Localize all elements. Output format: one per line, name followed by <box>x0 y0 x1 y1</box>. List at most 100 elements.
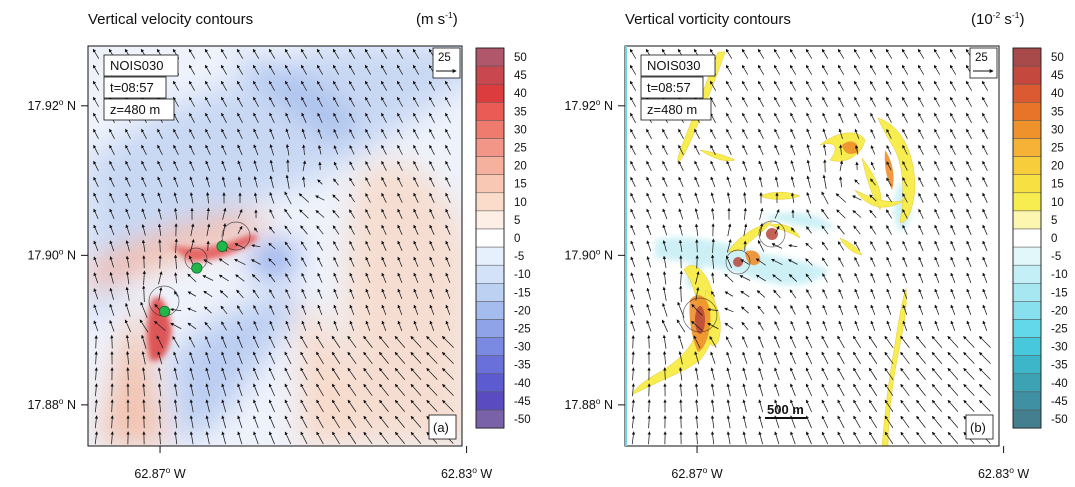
wind-vector <box>253 415 259 429</box>
wind-vector <box>332 415 340 429</box>
wind-vector <box>381 96 387 107</box>
wind-vector <box>790 399 796 413</box>
wind-vector <box>740 259 750 265</box>
wind-vector <box>253 160 259 172</box>
wind-vector <box>285 304 291 315</box>
wind-vector <box>189 96 195 107</box>
wind-vector <box>188 64 196 75</box>
wind-vector <box>397 224 403 235</box>
wind-vector <box>710 431 715 445</box>
wind-vector <box>885 48 893 59</box>
wind-vector <box>315 195 325 201</box>
wind-vector <box>268 242 276 250</box>
panel-b-colorbar-label-18: -40 <box>1051 378 1068 390</box>
panel-a-ytick-label-0: 17.92o N <box>27 97 76 113</box>
wind-vector <box>726 176 732 188</box>
wind-vector <box>93 144 99 155</box>
wind-vector <box>173 351 179 365</box>
wind-vector <box>410 431 422 444</box>
wind-vector <box>317 128 323 139</box>
panel-a-colorbar-label-9: 5 <box>514 215 520 227</box>
wind-vector <box>839 160 844 172</box>
wind-vector <box>886 112 892 123</box>
wind-vector <box>317 304 323 315</box>
wind-vector <box>821 208 829 220</box>
wind-vector <box>837 367 845 381</box>
wind-vector <box>853 225 861 235</box>
wind-vector <box>630 288 636 300</box>
wind-vector <box>821 257 829 267</box>
wind-vector <box>413 304 419 316</box>
wind-vector <box>157 144 163 155</box>
panel-a-colorbar-swatch-9 <box>475 210 505 230</box>
wind-vector <box>284 191 292 205</box>
wind-vector <box>854 96 860 107</box>
panel-b-wind-vectors <box>629 48 991 445</box>
wind-vector <box>869 209 877 219</box>
wind-vector <box>93 224 99 236</box>
wind-vector <box>157 192 163 204</box>
wind-vector <box>966 288 972 299</box>
panel-a-colorbar-label-17: -35 <box>514 360 531 372</box>
wind-vector <box>806 144 811 156</box>
wind-vector <box>662 160 668 171</box>
wind-vector <box>397 272 403 283</box>
wind-vector <box>805 399 812 413</box>
wind-vector <box>662 224 668 236</box>
wind-vector <box>349 320 355 332</box>
wind-vector <box>222 207 227 220</box>
panel-a-title: Vertical velocity contours <box>88 11 253 28</box>
wind-vector <box>381 224 387 235</box>
wind-vector <box>205 431 210 445</box>
wind-vector <box>316 335 324 349</box>
wind-vector <box>205 383 210 397</box>
wind-vector <box>316 399 324 413</box>
wind-vector <box>806 159 811 172</box>
wind-vector <box>662 271 667 285</box>
wind-vector <box>805 64 813 75</box>
wind-vector <box>93 160 99 171</box>
wind-vector <box>934 256 940 267</box>
wind-vector <box>853 64 861 75</box>
wind-vector <box>316 383 324 397</box>
panel-b-colorbar-swatch-19 <box>1012 391 1042 411</box>
wind-vector <box>300 399 308 413</box>
wind-vector <box>412 80 420 91</box>
panel-b-colorbar-swatch-4 <box>1012 120 1042 139</box>
panel-a-colorbar-swatch-12 <box>475 264 505 284</box>
panel-a-colorbar-swatch-4 <box>475 120 505 139</box>
wind-vector <box>172 80 180 91</box>
wind-vector <box>788 244 798 248</box>
wind-vector <box>630 224 636 236</box>
wind-vector <box>381 112 387 123</box>
panel-b-units: (10-2 s-1) <box>971 10 1024 28</box>
wind-vector <box>806 289 812 299</box>
wind-vector <box>300 48 308 59</box>
wind-vector <box>315 210 325 218</box>
wind-vector <box>755 274 766 282</box>
wind-vector <box>349 224 355 235</box>
wind-vector <box>173 176 179 188</box>
wind-vector <box>870 80 876 91</box>
wind-vector <box>317 96 323 107</box>
wind-vector <box>221 160 227 172</box>
wind-vector <box>142 285 146 303</box>
panel-a-colorbar-label-15: -25 <box>514 324 531 336</box>
panel-a-colorbar-swatch-6 <box>475 156 505 175</box>
wind-vector <box>285 112 291 124</box>
wind-vector <box>253 112 259 124</box>
wind-vector <box>428 80 436 91</box>
wind-vector <box>269 289 275 299</box>
wind-vector <box>397 256 403 267</box>
wind-vector <box>317 80 323 91</box>
wind-vector <box>381 272 387 283</box>
panel-b-colorbar-label-14: -20 <box>1051 305 1068 317</box>
wind-vector <box>837 241 845 251</box>
wind-vector <box>901 48 909 59</box>
wind-vector <box>333 320 339 332</box>
wind-vector <box>381 176 387 187</box>
wind-vector <box>710 144 716 155</box>
wind-vector <box>445 208 451 219</box>
wind-vector <box>821 415 829 429</box>
wind-vector <box>727 223 732 237</box>
